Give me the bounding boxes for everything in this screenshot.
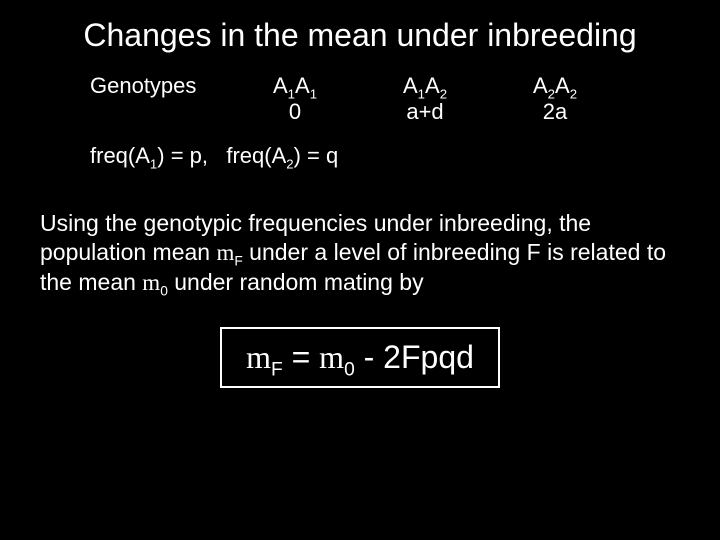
equation-container: mF = m0 - 2Fpqd [30,327,690,388]
value-1: 0 [230,99,360,125]
genotype-3: A2A2 [490,73,620,99]
genotype-table: Genotypes A1A1 A1A2 A2A2 0 a+d 2a [90,73,690,125]
slide-title: Changes in the mean under inbreeding [30,18,690,53]
frequency-line: freq(A1) = p, freq(A2) = q [90,143,690,169]
table-row: Genotypes A1A1 A1A2 A2A2 [90,73,690,99]
genotype-2: A1A2 [360,73,490,99]
table-row: 0 a+d 2a [90,99,690,125]
value-3: 2a [490,99,620,125]
body-paragraph: Using the genotypic frequencies under in… [40,209,680,297]
table-label: Genotypes [90,73,230,99]
slide: Changes in the mean under inbreeding Gen… [0,0,720,540]
genotype-1: A1A1 [230,73,360,99]
value-2: a+d [360,99,490,125]
equation-box: mF = m0 - 2Fpqd [220,327,500,388]
